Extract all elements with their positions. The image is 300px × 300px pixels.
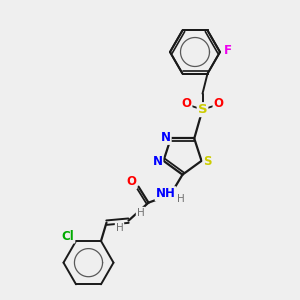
Text: O: O — [214, 97, 224, 110]
Text: S: S — [198, 103, 207, 116]
Text: F: F — [224, 44, 232, 56]
Text: O: O — [182, 97, 191, 110]
Text: O: O — [127, 175, 136, 188]
Text: N: N — [152, 155, 163, 168]
Text: NH: NH — [156, 187, 176, 200]
Text: Cl: Cl — [61, 230, 74, 242]
Text: H: H — [116, 223, 123, 233]
Text: H: H — [177, 194, 184, 204]
Text: S: S — [203, 155, 212, 168]
Text: H: H — [136, 208, 144, 218]
Text: N: N — [161, 131, 171, 144]
